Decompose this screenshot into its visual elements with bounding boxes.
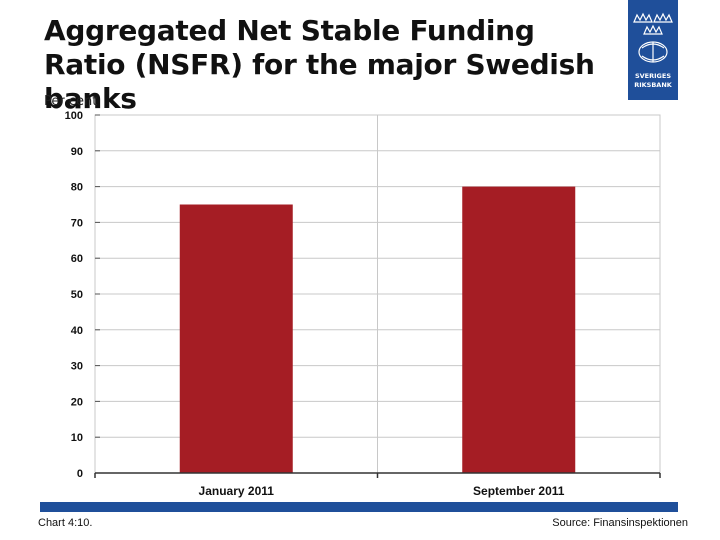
y-tick-label: 40 <box>71 325 83 337</box>
y-tick-label: 90 <box>71 146 83 158</box>
chart-number: Chart 4:10. <box>38 517 93 529</box>
logo-text-line2: RIKSBANK <box>634 81 673 89</box>
riksbank-logo: SVERIGES RIKSBANK <box>628 0 678 100</box>
x-category-label: January 2011 <box>199 484 275 498</box>
y-tick-label: 50 <box>71 289 83 301</box>
y-axis-unit-label: Per cent <box>44 94 98 109</box>
logo-text-line1: SVERIGES <box>635 72 671 80</box>
y-tick-label: 0 <box>77 468 83 480</box>
footer-bar <box>40 502 678 512</box>
y-tick-label: 30 <box>71 361 83 373</box>
bars <box>179 186 576 473</box>
bar-1 <box>179 204 293 473</box>
y-tick-label: 70 <box>71 217 83 229</box>
y-tick-label: 100 <box>65 110 83 122</box>
bar-2 <box>462 186 576 473</box>
y-tick-label: 60 <box>71 253 83 265</box>
crown-emblem-icon: SVERIGES RIKSBANK <box>633 12 673 89</box>
source-note: Source: Finansinspektionen <box>552 517 688 529</box>
y-tick-label: 10 <box>71 432 83 444</box>
y-tick-label: 20 <box>71 396 83 408</box>
y-tick-labels: 0 10 20 30 40 50 60 70 80 90 100 <box>65 110 83 480</box>
y-tick-label: 80 <box>71 182 83 194</box>
x-category-labels: January 2011 September 2011 <box>199 484 565 498</box>
x-category-label: September 2011 <box>473 484 565 498</box>
axes <box>94 114 661 478</box>
chart-title: Aggregated Net Stable Funding Ratio (NSF… <box>44 14 595 115</box>
